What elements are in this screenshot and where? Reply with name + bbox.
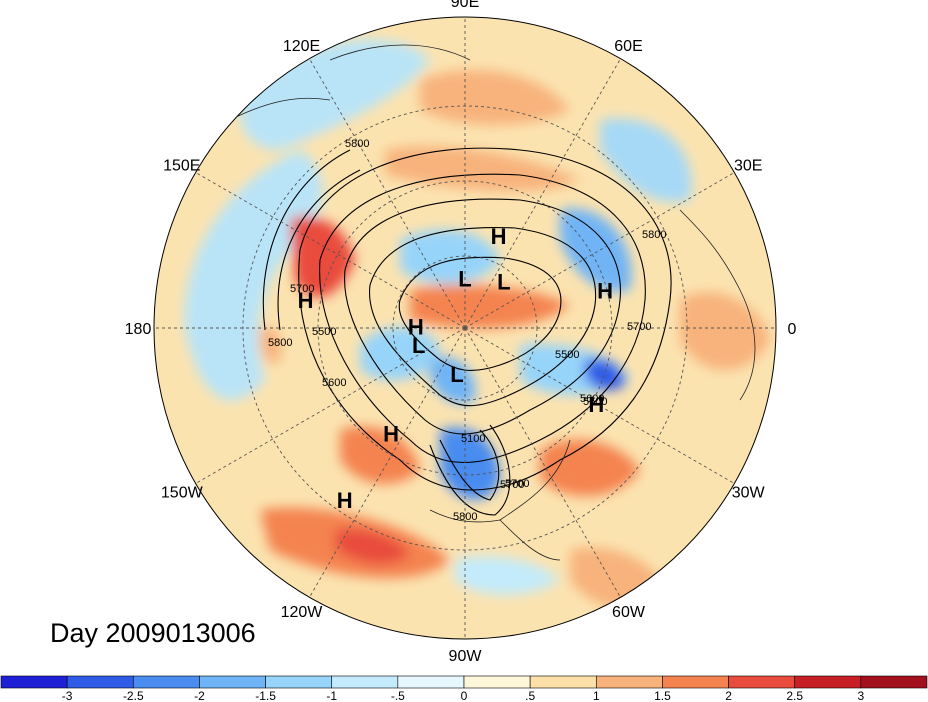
colorbar-tick-label: -1.5 bbox=[255, 689, 276, 702]
colorbar-tick-label: 1.5 bbox=[654, 689, 671, 702]
longitude-labels: 90E 60E 30E 0 30W 60W 90W 120W 150W 180 150E 120E bbox=[125, 0, 797, 665]
colorbar-tick-label: 2.5 bbox=[786, 689, 803, 702]
map-title: Day 2009013006 bbox=[50, 618, 256, 648]
anomaly-blob-pos bbox=[410, 285, 570, 329]
contour-label: 5800 bbox=[345, 138, 369, 150]
longitude-label: 90W bbox=[449, 648, 483, 665]
high-pressure-marker: H bbox=[408, 314, 424, 339]
colorbar-swatch bbox=[199, 675, 266, 689]
longitude-label: 120E bbox=[283, 38, 320, 55]
colorbar-swatch bbox=[529, 675, 597, 689]
contour-label: 5700 bbox=[505, 478, 529, 490]
low-pressure-marker: L bbox=[497, 270, 510, 295]
anomaly-blob-neg bbox=[560, 208, 632, 292]
colorbar-tick-label: -.5 bbox=[391, 689, 405, 702]
contour-label: 5600 bbox=[583, 396, 607, 408]
longitude-label: 60W bbox=[612, 604, 646, 621]
anomaly-blob-neg bbox=[600, 118, 692, 202]
anomaly-blob-pos bbox=[680, 292, 770, 370]
anomaly-blob-pos bbox=[335, 528, 410, 564]
colorbar-tick-label: .5 bbox=[525, 689, 535, 702]
colorbar-swatch bbox=[662, 675, 729, 689]
longitude-label: 150W bbox=[161, 485, 204, 502]
meridian-line bbox=[195, 327, 466, 484]
high-pressure-marker: H bbox=[298, 288, 314, 313]
coastlines bbox=[229, 44, 756, 561]
anomaly-blob-pos bbox=[540, 439, 640, 497]
longitude-label: 30E bbox=[734, 158, 762, 175]
colorbar-swatch bbox=[66, 675, 134, 689]
longitude-label: 90E bbox=[451, 0, 479, 11]
contour-label: 5700 bbox=[627, 321, 651, 333]
anomaly-blob-neg bbox=[440, 427, 500, 500]
longitude-label: 30W bbox=[732, 485, 766, 502]
contour-label: 5600 bbox=[322, 377, 346, 389]
anomaly-blob-neg bbox=[585, 358, 625, 391]
meridian-line bbox=[464, 327, 621, 598]
meridian-line bbox=[309, 58, 466, 329]
anomaly-blob-neg bbox=[184, 150, 323, 401]
geopotential-contours bbox=[262, 147, 672, 516]
anomaly-blob-neg bbox=[455, 556, 560, 595]
colorbar-tick-label: 1 bbox=[593, 689, 600, 702]
high-pressure-marker: H bbox=[337, 488, 353, 513]
anomaly-blob-pos bbox=[340, 426, 420, 484]
colorbar-tick-label: -1 bbox=[326, 689, 337, 702]
colorbar-tick-label: 3 bbox=[858, 689, 865, 702]
anomaly-blob-pos bbox=[259, 327, 282, 364]
colorbar-tick-label: -2.5 bbox=[123, 689, 144, 702]
meridian-line bbox=[464, 172, 735, 329]
longitude-label: 0 bbox=[788, 321, 797, 338]
contour-label: 5500 bbox=[555, 349, 579, 361]
longitude-label: 150E bbox=[163, 158, 200, 175]
anomaly-blob-neg bbox=[360, 326, 440, 381]
low-pressure-marker: L bbox=[458, 267, 471, 292]
map-boundary bbox=[153, 16, 777, 640]
colorbar-swatch bbox=[265, 675, 333, 689]
longitude-label: 60E bbox=[614, 38, 642, 55]
colorbar-tick-label: 2 bbox=[725, 689, 732, 702]
colorbar-swatch bbox=[331, 675, 399, 689]
meridian-line bbox=[195, 172, 466, 329]
colorbar-swatch bbox=[794, 675, 862, 689]
high-pressure-marker: H bbox=[383, 422, 399, 447]
anomaly-blob-pos bbox=[420, 70, 570, 125]
contour-value-labels: 5800 5700 5500 5800 5600 5500 5700 5800 … bbox=[268, 138, 666, 523]
high-pressure-marker: H bbox=[597, 278, 613, 303]
colorbar-swatch bbox=[397, 675, 465, 689]
colorbar-swatch bbox=[595, 675, 663, 689]
longitude-label: 120W bbox=[281, 604, 324, 621]
high-pressure-marker: H bbox=[588, 392, 604, 417]
contour-label: 5800 bbox=[642, 229, 666, 241]
colorbar-swatch bbox=[728, 675, 796, 689]
contour-label: 5700 bbox=[290, 283, 314, 295]
colorbar-swatch bbox=[463, 675, 531, 689]
colorbar-swatch bbox=[132, 675, 200, 689]
colorbar-swatch bbox=[860, 675, 928, 689]
contour-label: 5500 bbox=[312, 326, 336, 338]
meridian-line bbox=[464, 327, 735, 484]
high-pressure-marker: H bbox=[491, 224, 507, 249]
colorbar-tick-label: -2 bbox=[194, 689, 205, 702]
contour-label: 5700 bbox=[500, 479, 524, 491]
lat-lon-grid bbox=[154, 17, 776, 639]
contour-label: 5600 bbox=[580, 393, 604, 405]
anomaly-blob-pos bbox=[385, 146, 580, 192]
anomaly-blob-neg bbox=[430, 356, 476, 404]
contour-label: 5100 bbox=[461, 433, 485, 445]
low-pressure-marker: L bbox=[450, 362, 463, 387]
low-pressure-marker: L bbox=[412, 333, 425, 358]
colorbar: -3 -2.5 -2 -1.5 -1 -.5 0 .5 1 1.5 2 2.5 3 bbox=[0, 675, 928, 702]
longitude-label: 180 bbox=[125, 321, 152, 338]
contour-label: 5800 bbox=[453, 511, 477, 523]
anomaly-blob-pos bbox=[290, 216, 355, 298]
contour-label: 5800 bbox=[268, 337, 292, 349]
meridian-line bbox=[309, 327, 466, 598]
meridian-line bbox=[464, 58, 621, 329]
colorbar-tick-label: -3 bbox=[62, 689, 73, 702]
colorbar-swatch bbox=[0, 675, 68, 689]
colorbar-tick-label: 0 bbox=[461, 689, 468, 702]
